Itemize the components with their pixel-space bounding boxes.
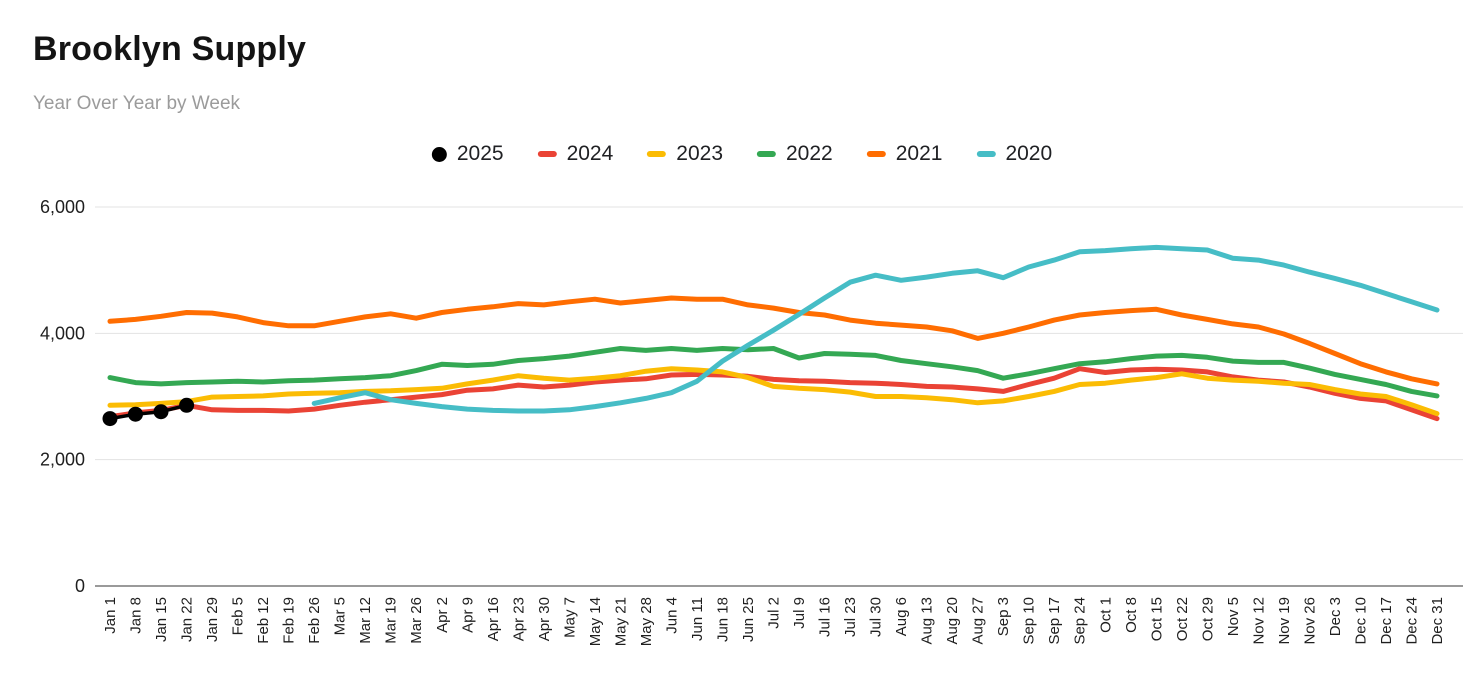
- chart-legend: 2025 2024 2023 2022 2021 2020: [431, 142, 1052, 166]
- x-axis-tick-label: Mar 19: [383, 597, 400, 644]
- series-marker-2025: [153, 404, 169, 420]
- legend-item-2024[interactable]: 2024: [537, 142, 614, 166]
- x-axis-tick-label: Jul 9: [791, 597, 808, 629]
- x-axis-tick-label: Mar 5: [332, 597, 349, 635]
- x-axis-tick-label: Nov 19: [1276, 597, 1293, 645]
- x-axis-tick-label: Feb 12: [255, 597, 272, 644]
- x-axis-tick-label: Feb 5: [230, 597, 247, 635]
- legend-swatch-2021: [866, 151, 886, 157]
- x-axis-tick-label: Jul 30: [868, 597, 885, 637]
- y-axis-tick-label: 4,000: [40, 323, 85, 343]
- series-line-2020: [311, 244, 1440, 414]
- legend-item-2025[interactable]: 2025: [431, 142, 504, 166]
- x-axis-tick-label: Jan 29: [204, 597, 221, 642]
- legend-label-2025: 2025: [456, 142, 504, 165]
- x-axis-tick-label: Jun 11: [689, 597, 706, 641]
- x-axis-tick-label: Nov 12: [1250, 597, 1267, 645]
- x-axis-tick-label: Oct 1: [1097, 597, 1114, 633]
- legend-label-2020: 2020: [1005, 142, 1053, 165]
- x-axis-tick-label: Apr 30: [536, 597, 553, 641]
- legend-item-2022[interactable]: 2022: [757, 142, 833, 166]
- x-axis-tick-label: Mar 12: [357, 597, 374, 644]
- x-axis-tick-label: Feb 26: [306, 597, 323, 644]
- x-axis-tick-label: Aug 13: [919, 597, 936, 645]
- series-marker-2025: [179, 397, 195, 413]
- x-axis-tick-label: Dec 3: [1327, 597, 1344, 636]
- x-axis-tick-label: Jan 1: [102, 597, 119, 634]
- legend-item-2023[interactable]: 2023: [647, 142, 723, 166]
- legend-label-2023: 2023: [676, 142, 723, 165]
- x-axis-tick-label: Dec 24: [1403, 597, 1420, 645]
- x-axis-tick-label: Apr 2: [434, 597, 451, 633]
- x-axis-tick-label: Jul 23: [842, 597, 859, 637]
- x-axis-tick-label: Oct 8: [1123, 597, 1140, 633]
- legend-swatch-2023: [647, 151, 667, 157]
- x-axis-tick-label: Jun 25: [740, 597, 757, 642]
- page-title: Brooklyn Supply: [33, 30, 307, 68]
- x-axis-tick-label: Sep 24: [1072, 597, 1089, 645]
- legend-label-2022: 2022: [786, 142, 833, 165]
- y-axis-tick-label: 6,000: [40, 197, 85, 217]
- series-marker-2025: [102, 411, 118, 427]
- legend-item-2021[interactable]: 2021: [866, 142, 943, 166]
- x-axis-tick-label: Apr 16: [485, 597, 502, 641]
- x-axis-tick-label: Nov 26: [1301, 597, 1318, 645]
- series-marker-2025: [128, 406, 143, 422]
- x-axis-tick-label: Sep 17: [1046, 597, 1063, 645]
- x-axis-tick-label: Mar 26: [408, 597, 425, 644]
- x-axis-tick-label: Jun 4: [663, 597, 680, 634]
- series-line-2024: [107, 366, 1440, 422]
- series-line-2021: [107, 295, 1440, 387]
- x-axis-tick-label: May 21: [612, 597, 629, 646]
- x-axis-tick-label: Jan 22: [179, 597, 196, 642]
- x-axis-tick-label: Dec 17: [1378, 597, 1395, 645]
- series-line-2023: [107, 366, 1440, 417]
- x-axis-tick-label: Aug 20: [944, 597, 961, 645]
- x-axis-tick-label: Jan 15: [153, 597, 170, 642]
- series-line-2022: [107, 346, 1440, 399]
- legend-label-2024: 2024: [566, 142, 614, 165]
- x-axis-tick-label: Jul 16: [817, 597, 834, 637]
- x-axis-tick-label: May 28: [638, 597, 655, 646]
- legend-item-2020[interactable]: 2020: [976, 142, 1052, 166]
- x-axis-tick-label: Dec 10: [1352, 597, 1369, 645]
- x-axis-tick-label: May 7: [561, 597, 578, 638]
- x-axis-tick-label: Oct 22: [1174, 597, 1191, 641]
- x-axis-tick-label: May 14: [587, 597, 604, 646]
- legend-swatch-2025: [431, 146, 447, 162]
- x-axis-tick-label: Feb 19: [281, 597, 298, 644]
- y-axis-tick-label: 0: [75, 576, 85, 596]
- y-axis-tick-label: 2,000: [40, 450, 85, 470]
- x-axis-tick-label: Apr 9: [459, 597, 476, 633]
- x-axis-tick-label: Sep 10: [1021, 597, 1038, 645]
- x-axis-tick-label: Nov 5: [1225, 597, 1242, 636]
- x-axis-tick-label: Jun 18: [714, 597, 731, 642]
- legend-label-2021: 2021: [895, 142, 943, 165]
- series-line-2025: [108, 403, 189, 421]
- x-axis-tick-label: Dec 31: [1429, 597, 1446, 645]
- x-axis-tick-label: Aug 6: [893, 597, 910, 636]
- x-axis-tick-label: Apr 23: [510, 597, 527, 641]
- x-axis-tick-label: Aug 27: [970, 597, 987, 645]
- x-axis-tick-label: Oct 15: [1148, 597, 1165, 641]
- x-axis-tick-label: Jul 2: [766, 597, 783, 629]
- x-axis-tick-label: Oct 29: [1199, 597, 1216, 641]
- legend-swatch-2020: [976, 151, 996, 157]
- legend-swatch-2024: [537, 151, 557, 157]
- legend-swatch-2022: [757, 151, 776, 157]
- x-axis-tick-label: Sep 3: [995, 597, 1012, 636]
- x-axis-tick-label: Jan 8: [128, 597, 145, 634]
- page-subtitle: Year Over Year by Week: [33, 93, 241, 114]
